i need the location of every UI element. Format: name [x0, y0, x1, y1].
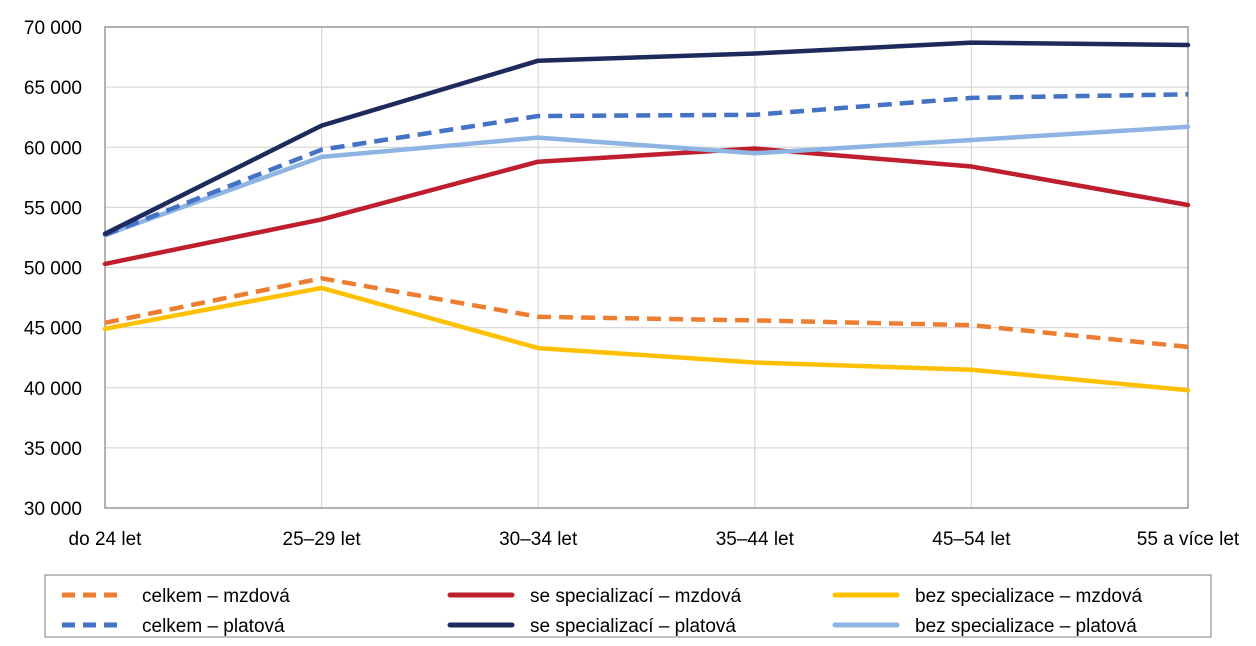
series-line [102, 146, 1191, 267]
legend-label: se specializací – mzdová [530, 586, 742, 607]
y-tick-label: 55 000 [24, 198, 82, 219]
series-group [102, 40, 1191, 393]
y-tick-label: 45 000 [24, 319, 82, 340]
y-axis: 30 000 35 000 40 000 45 000 50 000 55 000 60 0… [24, 18, 82, 520]
y-tick-label: 35 000 [24, 439, 82, 460]
series-line [104, 92, 1189, 238]
x-tick-label: 35–44 let [716, 529, 795, 550]
legend-label: bez specializace – platová [915, 616, 1137, 637]
y-tick-label: 65 000 [24, 78, 82, 99]
plot-border [104, 26, 1189, 509]
y-tick-label: 50 000 [24, 259, 82, 280]
y-tick-label: 60 000 [24, 138, 82, 159]
x-tick-label: 55 a více let [1137, 529, 1240, 550]
series-line [102, 124, 1191, 238]
legend: celkem – mzdová se specializací – mzdová b… [44, 574, 1212, 638]
grid [105, 26, 1188, 509]
y-tick-label: 30 000 [24, 499, 82, 520]
legend-box [44, 574, 1212, 638]
x-axis: do 24 let 25–29 let 30–34 let 35–44 let 45–5… [69, 529, 1240, 550]
series-line [104, 276, 1189, 350]
legend-label: bez specializace – mzdová [915, 586, 1142, 607]
x-tick-label: 30–34 let [499, 529, 578, 550]
legend-label: celkem – mzdová [142, 586, 290, 607]
y-tick-label: 70 000 [24, 18, 82, 39]
legend-label: se specializací – platová [530, 616, 736, 637]
series-line [102, 285, 1191, 393]
legend-label: celkem – platová [142, 616, 285, 637]
x-tick-label: do 24 let [69, 529, 143, 550]
x-tick-label: 25–29 let [283, 529, 362, 550]
y-tick-label: 40 000 [24, 379, 82, 400]
x-tick-label: 45–54 let [932, 529, 1011, 550]
series-line [102, 40, 1191, 237]
